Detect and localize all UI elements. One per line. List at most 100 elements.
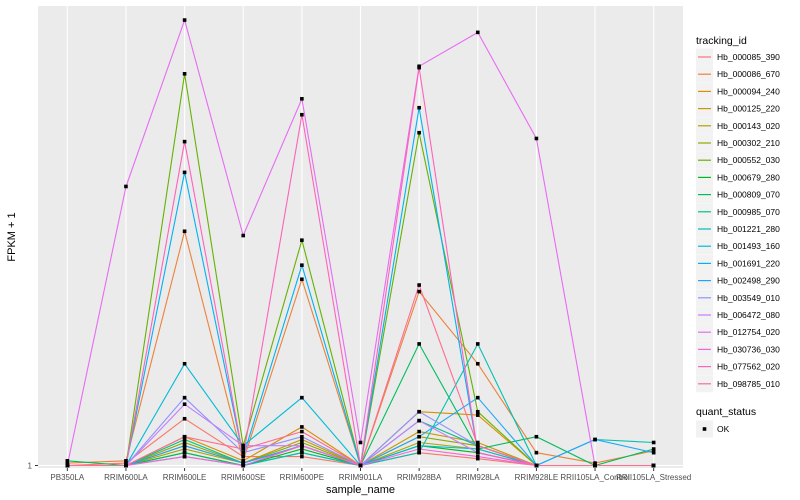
- data-point: [417, 440, 421, 445]
- data-point: [534, 450, 539, 455]
- legend-label: Hb_012754_020: [717, 327, 780, 337]
- data-point: [182, 447, 187, 451]
- data-point: [182, 229, 187, 234]
- data-point: [182, 170, 187, 175]
- legend-label: Hb_000085_390: [717, 52, 780, 62]
- data-point: [651, 447, 656, 451]
- data-point: [417, 130, 421, 135]
- data-point: [65, 459, 70, 463]
- data-point: [300, 395, 304, 400]
- data-point: [417, 105, 421, 110]
- data-point: [475, 30, 480, 35]
- legend-label: Hb_000143_020: [717, 121, 780, 131]
- data-point: [300, 443, 304, 448]
- data-point: [358, 463, 363, 468]
- data-points: [65, 18, 656, 468]
- legend-label: Hb_077562_020: [717, 362, 780, 372]
- data-point: [300, 450, 304, 455]
- data-point: [182, 139, 187, 144]
- data-point: [534, 136, 539, 141]
- legend-title: tracking_id: [696, 35, 747, 47]
- data-point: [593, 437, 597, 442]
- data-point: [651, 450, 656, 455]
- y-tick-label: 1: [28, 461, 33, 470]
- data-point: [65, 463, 70, 468]
- data-point: [593, 463, 597, 468]
- x-tick-label: RRIM928BA: [397, 473, 442, 482]
- data-point: [417, 342, 421, 346]
- x-axis-title: sample_name: [326, 484, 395, 496]
- x-tick-label: RRIM600LA: [104, 473, 148, 482]
- data-point: [300, 263, 304, 267]
- gridlines: [38, 6, 683, 468]
- data-point: [241, 459, 246, 463]
- data-point: [534, 463, 539, 468]
- legend-label: Hb_001493_160: [717, 241, 780, 251]
- data-point: [182, 450, 187, 455]
- legend-label: Hb_000086_670: [717, 69, 780, 79]
- data-point: [182, 454, 187, 459]
- data-point: [475, 361, 480, 366]
- data-point: [182, 72, 187, 76]
- data-point: [300, 440, 304, 445]
- data-point: [182, 440, 187, 445]
- x-tick-label: RRIM600LE: [163, 473, 207, 482]
- legend-label: Hb_006472_080: [717, 310, 780, 320]
- x-tick-label: RRIM600SE: [221, 473, 265, 482]
- data-point: [124, 463, 128, 468]
- data-point: [417, 289, 421, 294]
- data-point: [475, 342, 480, 346]
- data-point: [417, 443, 421, 448]
- data-point: [300, 429, 304, 434]
- data-point: [417, 283, 421, 287]
- data-point: [417, 447, 421, 451]
- data-point: [182, 416, 187, 421]
- legend-label: Hb_000679_280: [717, 172, 780, 182]
- data-point: [124, 459, 128, 463]
- data-point: [593, 461, 597, 465]
- legend-label: Hb_001221_280: [717, 224, 780, 234]
- data-point: [241, 463, 246, 468]
- x-tick-label: RRIM901LA: [339, 473, 383, 482]
- data-point: [182, 434, 187, 439]
- x-tick-label: RRIM928LA: [456, 473, 500, 482]
- data-point: [241, 447, 246, 451]
- data-point: [475, 413, 480, 417]
- legend-label: Hb_001691_220: [717, 258, 780, 268]
- data-point: [241, 461, 246, 465]
- data-point: [475, 456, 480, 461]
- data-point: [475, 443, 480, 448]
- data-point: [182, 361, 187, 366]
- color-legend: tracking_id Hb_000085_390 Hb_000086_670 Hb…: [696, 35, 780, 393]
- data-point: [300, 454, 304, 459]
- data-point: [182, 395, 187, 400]
- data-point: [417, 418, 421, 423]
- legend-label: Hb_000552_030: [717, 155, 780, 165]
- data-point: [417, 434, 421, 439]
- shape-legend-label: OK: [717, 424, 730, 434]
- legend-label: Hb_098785_010: [717, 379, 780, 389]
- data-point: [300, 437, 304, 442]
- data-point: [417, 450, 421, 455]
- shape-legend-title: quant_status: [696, 406, 756, 418]
- data-point: [300, 97, 304, 101]
- legend-label: Hb_000094_240: [717, 86, 780, 96]
- legend-label: Hb_003549_010: [717, 293, 780, 303]
- x-tick-label: RRIM928LE: [515, 473, 559, 482]
- data-point: [300, 434, 304, 439]
- data-point: [124, 184, 128, 189]
- data-point: [534, 434, 539, 439]
- data-point: [417, 409, 421, 414]
- data-point: [241, 233, 246, 238]
- data-point: [475, 447, 480, 451]
- x-tick-label: RRIM600PE: [280, 473, 324, 482]
- data-point: [300, 112, 304, 117]
- data-point: [241, 443, 246, 448]
- y-axis-ticks: 1: [28, 461, 38, 470]
- data-point: [124, 461, 128, 465]
- data-point: [651, 440, 656, 445]
- data-point: [300, 447, 304, 451]
- legend-label: Hb_000809_070: [717, 190, 780, 200]
- data-point: [182, 437, 187, 442]
